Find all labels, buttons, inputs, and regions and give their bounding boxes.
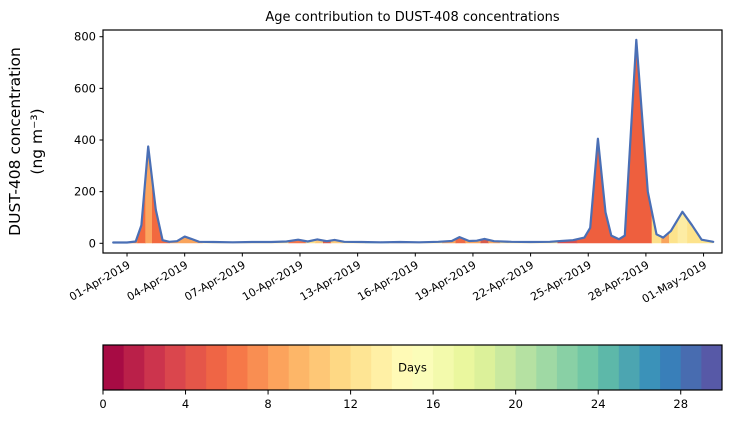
age-fill-region	[480, 39, 489, 244]
x-tick-label: 19-Apr-2019	[413, 258, 478, 303]
colorbar-segment	[391, 345, 413, 390]
chart-title: Age contribution to DUST-408 concentrati…	[265, 10, 560, 25]
colorbar-segment	[268, 345, 290, 390]
colorbar-tick-label: 8	[264, 397, 271, 411]
age-fill-region	[687, 39, 714, 244]
age-fill-region	[499, 39, 559, 244]
x-tick-label: 13-Apr-2019	[298, 258, 363, 303]
age-fill-region	[288, 39, 307, 244]
colorbar-segment	[329, 345, 352, 390]
age-fill-region	[388, 39, 443, 244]
age-fill-region	[305, 39, 316, 244]
y-tick-label: 400	[74, 133, 96, 147]
age-fill-region	[202, 39, 290, 244]
y-axis-label-line1: DUST-408 concentration	[6, 47, 24, 236]
age-fill-region	[442, 39, 457, 244]
y-tick-label: 600	[74, 81, 96, 95]
colorbar-segment	[226, 345, 248, 390]
colorbar-segment	[639, 345, 661, 390]
colorbar-segment	[433, 345, 455, 390]
age-fill-region	[323, 39, 332, 244]
colorbar-tick-label: 4	[182, 397, 189, 411]
colorbar-segment	[185, 345, 207, 390]
colorbar-tick-label: 28	[673, 397, 688, 411]
x-tick-label: 25-Apr-2019	[528, 258, 593, 303]
colorbar-segment	[371, 345, 393, 390]
age-fill-region	[169, 39, 203, 244]
plot-area-border	[102, 29, 723, 254]
colorbar-tick-label: 16	[426, 397, 441, 411]
colorbar-tick-label: 24	[591, 397, 606, 411]
colorbar-segment	[556, 345, 579, 390]
colorbar-segment	[412, 345, 434, 390]
colorbar-segment	[206, 345, 228, 390]
age-fill-region	[669, 39, 679, 244]
colorbar-segment	[474, 345, 496, 390]
y-axis-ticks: 0 200 400 600 800	[74, 30, 103, 250]
age-fill-region	[488, 39, 501, 244]
x-axis-ticks: 01-Apr-201904-Apr-201907-Apr-201910-Apr-…	[67, 253, 709, 306]
x-tick-label: 01-Apr-2019	[67, 258, 132, 303]
y-tick-label: 800	[74, 30, 96, 44]
age-fill-region	[315, 39, 324, 244]
age-fill-region	[557, 39, 578, 244]
colorbar-segment	[309, 345, 331, 390]
colorbar-tick-label: 20	[508, 397, 523, 411]
colorbar-segment	[495, 345, 517, 390]
colorbar-label: Days	[398, 361, 427, 375]
x-tick-label: 16-Apr-2019	[355, 258, 420, 303]
colorbar-segment	[247, 345, 269, 390]
x-tick-label: 10-Apr-2019	[240, 258, 305, 303]
age-fill-region	[113, 39, 139, 244]
age-fill-region	[330, 39, 343, 244]
colorbar-segment	[144, 345, 166, 390]
age-fill-region	[651, 39, 662, 244]
age-fill-region	[576, 39, 653, 244]
colorbar-segment	[350, 345, 372, 390]
colorbar-segment	[680, 345, 702, 390]
age-fill-region	[465, 39, 482, 244]
colorbar-tick-label: 12	[343, 397, 358, 411]
y-axis-label-line2: (ng m⁻³)	[28, 108, 46, 174]
colorbar-segment	[577, 345, 599, 390]
colorbar-segment	[288, 345, 310, 390]
colorbar-segment	[164, 345, 187, 390]
colorbar-segment	[660, 345, 682, 390]
age-fill-region	[365, 39, 389, 244]
colorbar-segment	[515, 345, 537, 390]
x-tick-label: 04-Apr-2019	[125, 258, 190, 303]
colorbar-segments	[103, 345, 723, 390]
colorbar-segment	[123, 345, 145, 390]
colorbar-segment	[103, 345, 125, 390]
age-fill-region	[152, 39, 170, 244]
age-fill-region	[661, 39, 670, 244]
y-tick-label: 200	[74, 185, 96, 199]
colorbar-segment	[701, 345, 723, 390]
x-tick-label: 07-Apr-2019	[182, 258, 247, 303]
y-tick-label: 0	[89, 236, 96, 250]
colorbar-segment	[618, 345, 640, 390]
age-fill-region	[145, 39, 153, 244]
colorbar-border	[102, 344, 723, 391]
colorbar-tick-label: 0	[99, 397, 106, 411]
age-fill-region	[342, 39, 366, 244]
x-tick-label: 22-Apr-2019	[471, 258, 536, 303]
x-tick-label: 01-May-2019	[640, 258, 709, 306]
age-fill-region	[455, 39, 466, 244]
colorbar-ticks: 0 4 8 12 16 20 24 28	[99, 390, 688, 411]
concentration-line	[112, 38, 715, 244]
colorbar-segment	[598, 345, 620, 390]
colorbar-segment	[536, 345, 558, 390]
colorbar-segment	[453, 345, 475, 390]
